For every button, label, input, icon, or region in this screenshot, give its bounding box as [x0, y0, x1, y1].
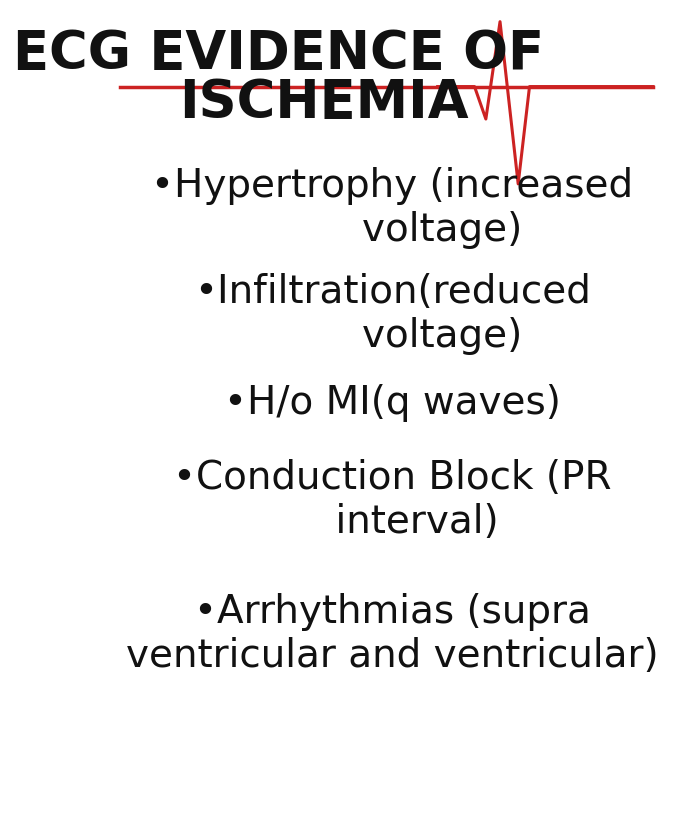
Text: •Infiltration(reduced
        voltage): •Infiltration(reduced voltage)	[194, 273, 591, 355]
Text: •H/o MI(q waves): •H/o MI(q waves)	[224, 384, 561, 422]
Text: •Hypertrophy (increased
        voltage): •Hypertrophy (increased voltage)	[151, 167, 633, 249]
Text: ISCHEMIA: ISCHEMIA	[180, 77, 469, 129]
Text: •Arrhythmias (supra
ventricular and ventricular): •Arrhythmias (supra ventricular and vent…	[126, 593, 659, 675]
Text: •Conduction Block (PR
    interval): •Conduction Block (PR interval)	[173, 459, 611, 541]
Text: ECG EVIDENCE OF: ECG EVIDENCE OF	[14, 28, 545, 80]
